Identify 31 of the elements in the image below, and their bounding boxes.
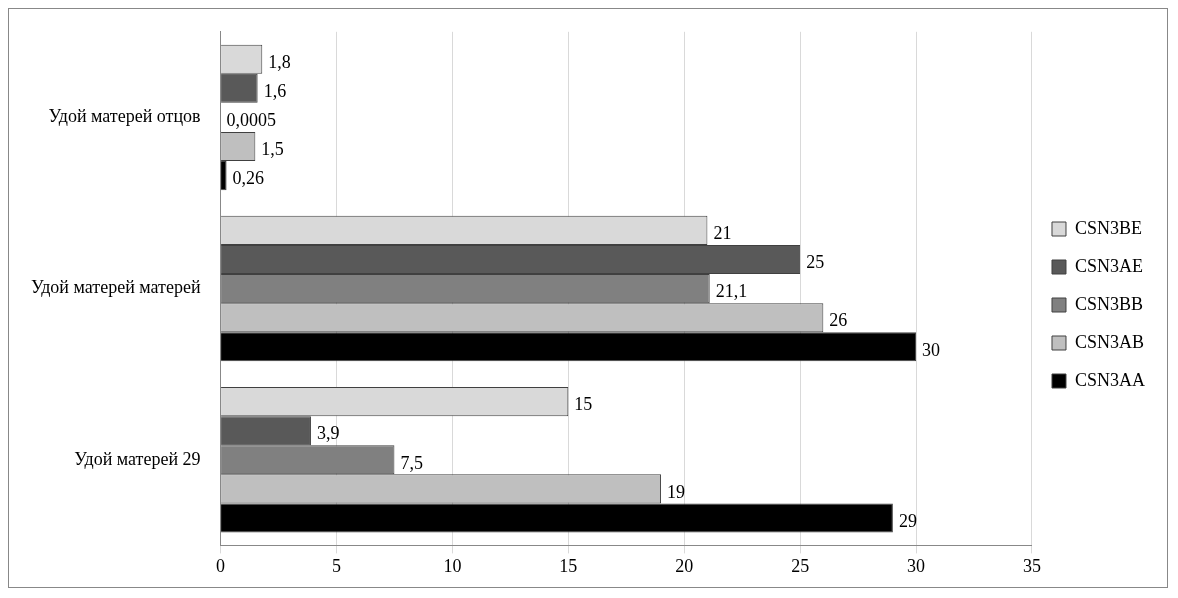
x-tick-label: 25 [791,555,810,576]
data-label: 25 [806,252,825,273]
y-tick-label: Удой матерей 29 [74,448,201,469]
data-label: 15 [574,394,593,415]
data-label: 0,0005 [226,110,277,131]
x-tick-label: 10 [443,555,462,576]
data-label: 21,1 [715,281,748,302]
data-label: 26 [829,310,848,331]
x-tick-label: 20 [675,555,694,576]
data-label: 3,9 [316,423,340,444]
data-label: 19 [667,481,686,502]
legend-label: CSN3AE [1074,255,1143,276]
data-label: 30 [922,339,941,360]
x-tick-label: 15 [559,555,578,576]
x-tick-label: 0 [216,555,226,576]
data-label: 1,6 [263,81,287,102]
data-label: 7,5 [400,452,423,473]
x-tick-label: 5 [331,555,341,576]
data-label: 29 [898,510,917,531]
x-tick-label: 35 [1022,555,1041,576]
x-tick-label: 30 [907,555,926,576]
data-label: 1,8 [268,51,291,72]
data-label: 21 [713,223,732,244]
data-label: 0,26 [232,168,265,189]
legend-label: CSN3AA [1074,369,1145,390]
y-tick-label: Удой матерей матерей [30,277,201,298]
y-tick-label: Удой матерей отцов [48,106,201,127]
legend-label: CSN3BE [1074,217,1143,238]
data-label: 1,5 [261,139,284,160]
legend-label: CSN3BB [1074,293,1144,314]
legend-label: CSN3AB [1074,331,1145,352]
